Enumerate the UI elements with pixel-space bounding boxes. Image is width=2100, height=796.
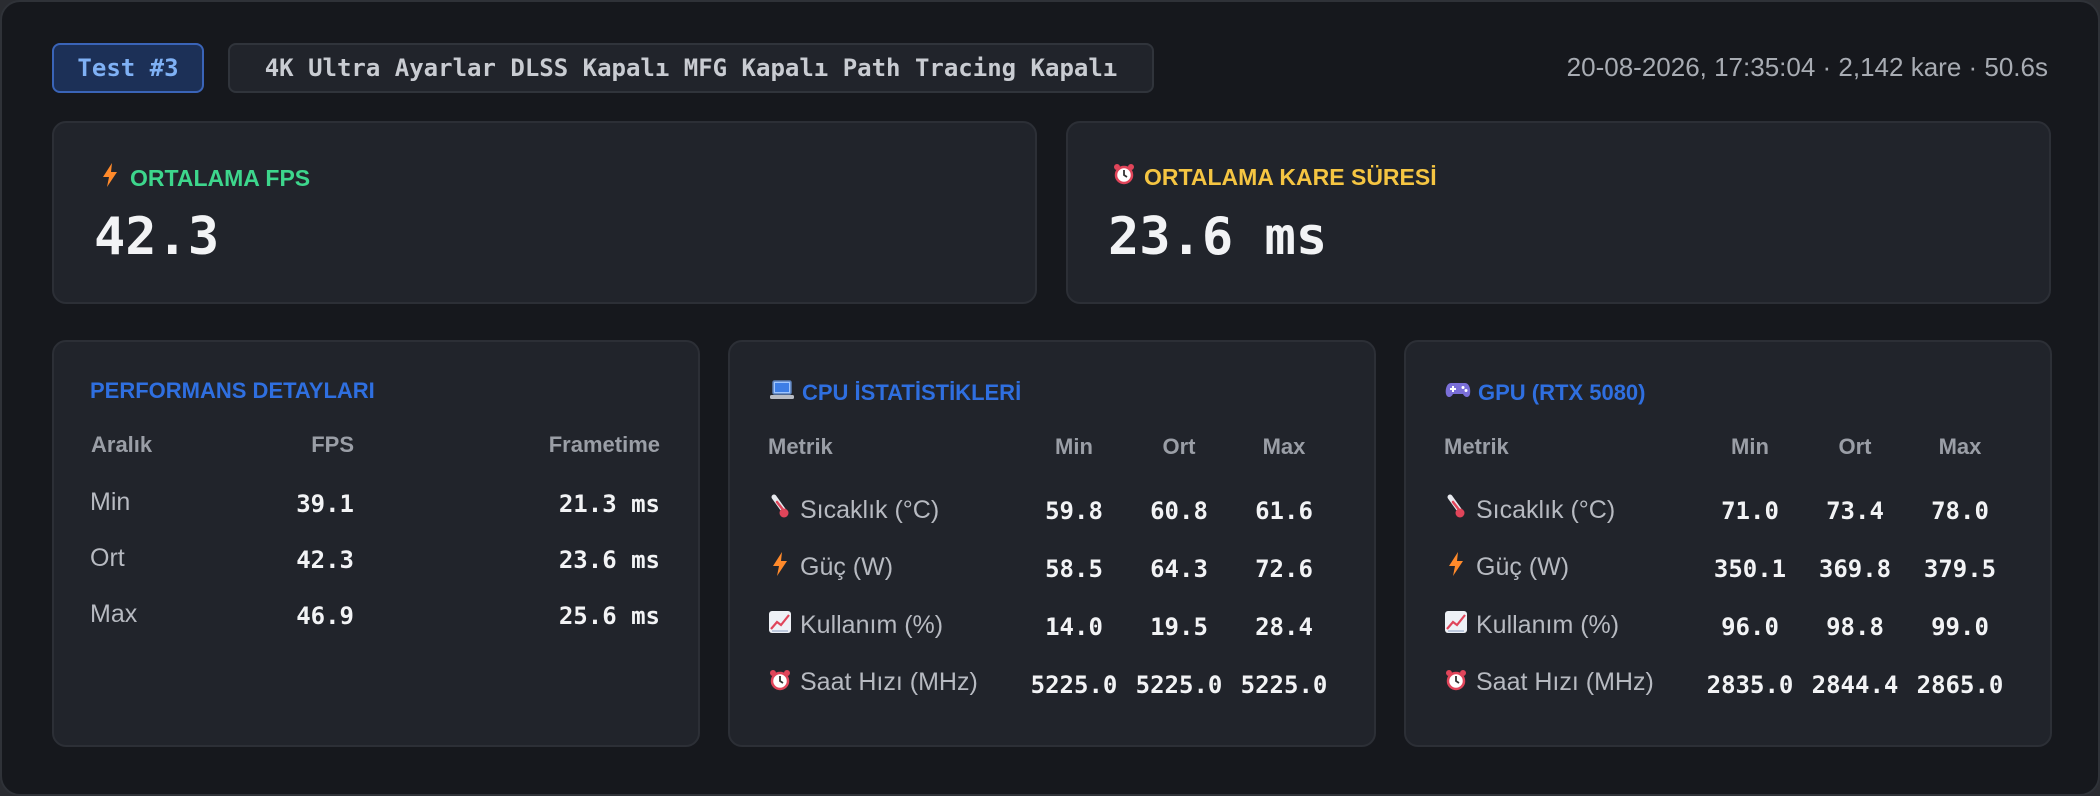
cpu-stats-title: CPU İSTATİSTİKLERİ <box>768 380 1021 406</box>
chart-increasing-icon <box>766 610 794 640</box>
alarm-clock-icon <box>766 669 794 697</box>
gpu-stats-panel: GPU (RTX 5080) Metrik Min Ort Max Sıcakl… <box>1404 340 2052 747</box>
avg-frametime-card: ORTALAMA KARE SÜRESİ 23.6 ms <box>1066 121 2051 304</box>
lightning-icon <box>1442 552 1470 582</box>
avg-frametime-value: 23.6 ms <box>1108 207 1328 267</box>
settings-summary: 4K Ultra Ayarlar DLSS Kapalı MFG Kapalı … <box>228 43 1154 93</box>
gpu-stats-title: GPU (RTX 5080) <box>1444 380 1646 406</box>
alarm-clock-icon <box>1110 163 1138 191</box>
lightning-icon <box>766 552 794 582</box>
avg-fps-card: ORTALAMA FPS 42.3 <box>52 121 1037 304</box>
performance-details-panel: PERFORMANS DETAYLARI Aralık FPS Frametim… <box>52 340 700 747</box>
avg-fps-value: 42.3 <box>94 207 220 267</box>
alarm-clock-icon <box>1442 669 1470 697</box>
performance-details-title: PERFORMANS DETAYLARI <box>90 378 375 403</box>
run-metadata: 20-08-2026, 17:35:04 · 2,142 kare · 50.6… <box>1566 52 2048 82</box>
laptop-icon <box>768 380 796 406</box>
thermometer-icon <box>1442 494 1470 526</box>
col-header-fps: FPS <box>311 432 354 457</box>
col-header-frametime: Frametime <box>548 432 660 457</box>
avg-frametime-label: ORTALAMA KARE SÜRESİ <box>1110 163 1437 191</box>
cpu-stats-panel: CPU İSTATİSTİKLERİ Metrik Min Ort Max Sı… <box>728 340 1376 747</box>
thermometer-icon <box>766 494 794 526</box>
col-header-range: Aralık <box>91 432 153 457</box>
test-badge: Test #3 <box>52 43 204 93</box>
lightning-icon <box>96 163 124 193</box>
gamepad-icon <box>1444 381 1472 405</box>
chart-increasing-icon <box>1442 610 1470 640</box>
avg-fps-label: ORTALAMA FPS <box>96 163 310 193</box>
